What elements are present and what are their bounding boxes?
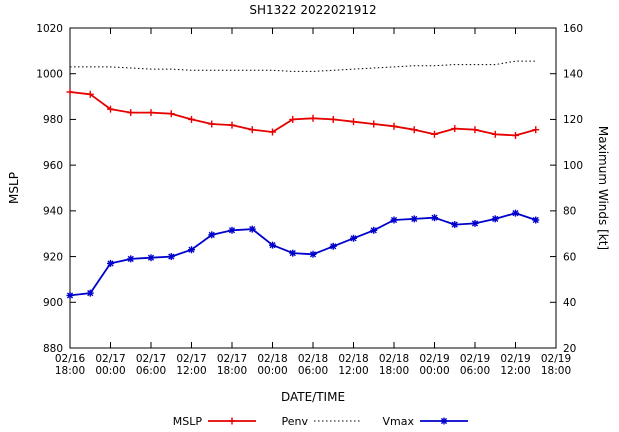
series-mslp	[66, 88, 540, 139]
y-right-tick-label: 120	[563, 114, 583, 126]
legend-label: MSLP	[173, 415, 203, 428]
y-right-tick-label: 80	[563, 206, 576, 218]
y-right-tick-label: 40	[563, 297, 576, 309]
legend-label: Vmax	[383, 415, 415, 428]
x-tick-label: 02/17 06:00	[136, 353, 166, 377]
x-tick-label: 02/18 12:00	[338, 353, 368, 377]
x-tick-label: 02/18 06:00	[298, 353, 328, 377]
x-tick-label: 02/17 00:00	[95, 353, 125, 377]
y-left-tick-label: 880	[43, 343, 63, 355]
x-tick-label: 02/18 00:00	[257, 353, 287, 377]
y-right-tick-label: 100	[563, 160, 583, 172]
y-left-tick-label: 980	[43, 114, 63, 126]
chart-title: SH1322 2022021912	[249, 3, 377, 17]
y-left-tick-label: 960	[43, 160, 63, 172]
y-left-tick-label: 920	[43, 251, 63, 263]
x-tick-label: 02/17 12:00	[176, 353, 206, 377]
y-right-tick-label: 140	[563, 69, 583, 81]
x-tick-label: 02/19 12:00	[500, 353, 530, 377]
y-left-tick-label: 940	[43, 206, 63, 218]
y-right-tick-label: 60	[563, 251, 576, 263]
x-tick-label: 02/19 06:00	[460, 353, 490, 377]
legend-item-vmax: Vmax	[383, 415, 468, 428]
y-right-tick-label: 160	[563, 23, 583, 35]
legend-item-penv: Penv	[282, 415, 362, 428]
x-tick-label: 02/19 00:00	[419, 353, 449, 377]
plot-border	[69, 27, 557, 349]
x-tick-label: 02/19 18:00	[541, 353, 571, 377]
x-tick-label: 02/17 18:00	[217, 353, 247, 377]
y-left-tick-label: 900	[43, 297, 63, 309]
legend-label: Penv	[282, 415, 309, 428]
y-left-tick-label: 1020	[36, 23, 63, 35]
x-axis-label: DATE/TIME	[280, 390, 346, 404]
legend-item-mslp: MSLP	[173, 415, 256, 428]
series-penv	[70, 60, 536, 72]
y-right-tick-label: 20	[563, 343, 576, 355]
x-tick-label: 02/18 18:00	[379, 353, 409, 377]
x-tick-label: 02/16 18:00	[55, 353, 86, 377]
y-left-tick-label: 1000	[36, 69, 63, 81]
series-vmax	[66, 209, 540, 299]
